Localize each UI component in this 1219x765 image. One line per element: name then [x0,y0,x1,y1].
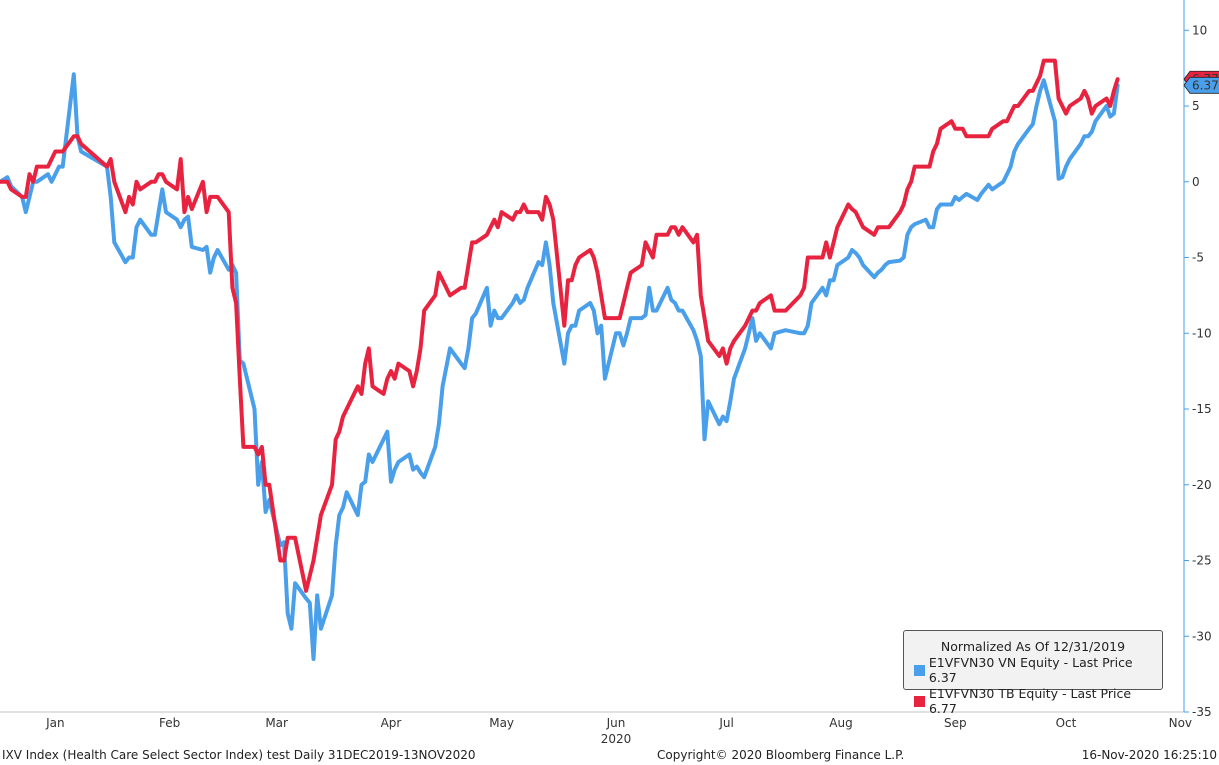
legend-item-vn: E1VFVN30 VN Equity - Last Price 6.37 [914,655,1162,685]
x-tick-label: Feb [159,716,180,730]
x-tick-label: Oct [1056,716,1077,730]
y-axis: 10 5 0 -5 -10 -15 -20 -25 -30 -35 [1184,23,1212,719]
legend-item-tb: E1VFVN30 TB Equity - Last Price 6.77 [914,686,1162,716]
last-value-label-0: 6.37 [1192,78,1219,92]
x-axis: Jan Feb Mar Apr May Jun Jul Aug Sep Oct Nov 2020 [45,716,1192,746]
footer-copyright: Copyright© 2020 Bloomberg Finance L.P. [657,748,905,762]
legend-title: Normalized As Of 12/31/2019 [940,639,1126,654]
x-tick-label: May [489,716,514,730]
y-tick-label: -30 [1192,629,1212,643]
footer-security-info: IXV Index (Health Care Select Sector Ind… [2,748,476,762]
x-tick-label: Aug [829,716,852,730]
x-tick-label: Apr [381,716,402,730]
x-tick-label: Mar [265,716,288,730]
legend-label-tb: E1VFVN30 TB Equity - Last Price 6.77 [928,686,1132,716]
legend-swatch-vn [914,664,925,676]
series-line-0 [0,72,1120,661]
x-tick-label: Jul [718,716,733,730]
y-tick-label: -20 [1192,478,1212,492]
y-tick-label: 10 [1192,23,1207,37]
legend: Normalized As Of 12/31/2019 E1VFVN30 VN … [903,630,1163,716]
y-tick-label: 5 [1192,99,1200,113]
y-tick-label: -10 [1192,326,1212,340]
legend-label-vn: E1VFVN30 VN Equity - Last Price 6.37 [928,655,1133,685]
x-tick-label: Jan [45,716,65,730]
footer-timestamp: 16-Nov-2020 16:25:10 [1081,748,1217,762]
legend-swatch-tb [914,695,925,707]
x-tick-label: Nov [1169,716,1192,730]
last-value-tag-0 [1183,76,1219,94]
y-tick-label: -25 [1192,554,1212,568]
x-tick-label: Jun [606,716,626,730]
y-tick-label: -5 [1192,251,1204,265]
y-tick-label: -15 [1192,402,1212,416]
x-year-label: 2020 [601,732,632,746]
series-line-1 [0,58,1120,593]
last-value-labels: 6.776.37 [1183,70,1219,94]
x-tick-label: Sep [944,716,967,730]
series-layer [0,58,1120,661]
y-tick-label: 0 [1192,175,1200,189]
y-tick-label: -35 [1192,705,1212,719]
